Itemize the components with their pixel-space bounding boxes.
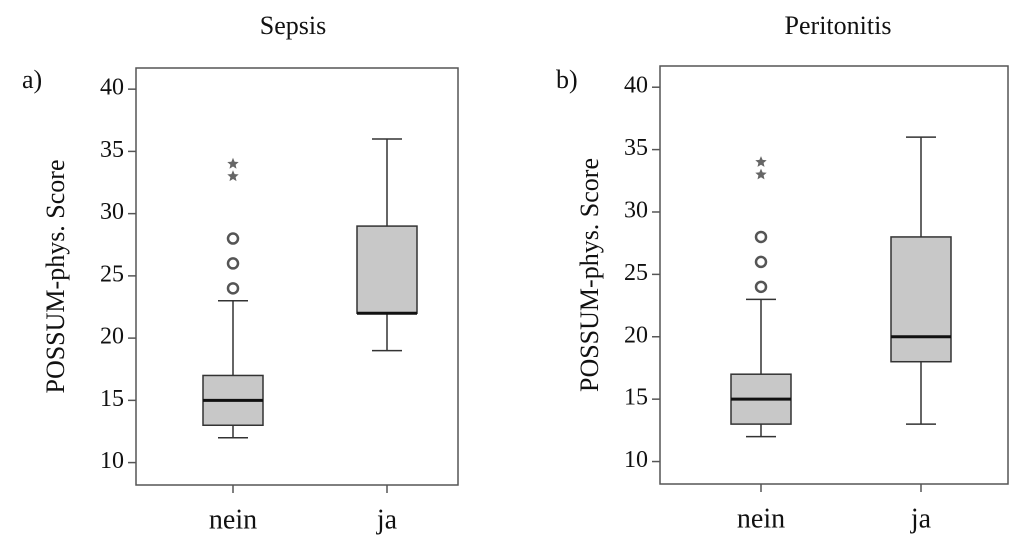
plot-frame — [659, 65, 1009, 485]
chart-title: Sepsis — [260, 11, 326, 40]
y-tick-label: 20 — [100, 324, 124, 350]
y-tick-label: 20 — [624, 322, 648, 348]
panel-label: a) — [22, 65, 42, 94]
extreme — [755, 156, 767, 167]
y-tick-label: 25 — [100, 261, 124, 287]
x-tick-label: nein — [209, 504, 257, 535]
y-tick-label: 40 — [624, 73, 648, 99]
outlier — [226, 257, 240, 270]
extreme — [227, 170, 239, 182]
box — [356, 225, 418, 314]
outlier — [754, 255, 768, 269]
y-tick-label: 40 — [100, 75, 124, 101]
y-tick-label: 15 — [624, 385, 648, 411]
outlier — [754, 280, 768, 294]
x-tick-label: nein — [737, 503, 785, 534]
y-tick-label: 25 — [624, 260, 648, 286]
y-axis-label: POSSUM-phys. Score — [575, 158, 604, 392]
chart-title: Peritonitis — [785, 11, 892, 40]
x-tick-label: ja — [376, 504, 398, 535]
box — [890, 236, 952, 363]
outlier — [754, 230, 768, 244]
y-tick-label: 10 — [624, 447, 648, 473]
y-tick-label: 30 — [624, 197, 648, 223]
y-tick-label: 15 — [100, 386, 124, 412]
y-tick-label: 35 — [624, 135, 648, 161]
outlier — [226, 232, 240, 245]
y-tick-label: 10 — [100, 448, 124, 474]
extreme — [227, 157, 239, 169]
y-tick-label: 35 — [100, 137, 124, 163]
x-tick-label: ja — [910, 503, 932, 534]
y-tick-label: 30 — [100, 199, 124, 225]
extreme — [755, 168, 767, 180]
panel-label: b) — [556, 65, 578, 94]
y-axis-label: POSSUM-phys. Score — [41, 159, 70, 393]
outlier — [226, 282, 240, 295]
